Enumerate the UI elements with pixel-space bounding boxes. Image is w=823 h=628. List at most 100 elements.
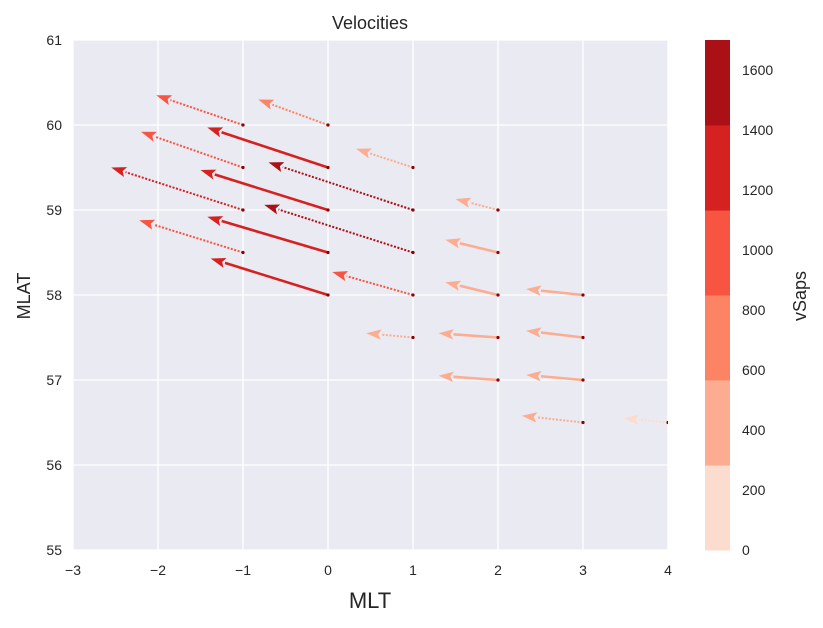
arrow-origin (241, 208, 245, 212)
arrow-head (356, 148, 372, 159)
x-tick-label: 1 (409, 562, 417, 578)
colorbar-tick-label: 0 (742, 542, 750, 558)
arrow-head (207, 216, 224, 227)
arrow-origin (241, 250, 245, 255)
velocity-arrow (207, 216, 330, 255)
arrow-head (264, 204, 281, 215)
arrow-head (268, 162, 285, 173)
chart-title: Velocities (332, 13, 408, 33)
colorbar-tick-label: 800 (742, 302, 766, 318)
arrow-origin (241, 123, 245, 127)
y-tick-labels: 55 56 57 58 59 60 61 (46, 32, 62, 558)
velocity-arrow (438, 329, 500, 340)
velocity-arrow (210, 257, 330, 297)
colorbar-tick-labels: 0 200 400 600 800 1000 1200 1400 1600 (742, 62, 773, 558)
x-tick-label: 2 (494, 562, 502, 578)
colorbar-segment (705, 40, 730, 126)
arrow-shaft (125, 171, 244, 211)
arrow-origin (496, 250, 500, 255)
arrow-origin (581, 378, 585, 382)
colorbar-label: vSaps (790, 271, 810, 321)
velocity-arrow (111, 167, 245, 212)
arrow-origin (326, 293, 330, 297)
velocity-arrow (526, 327, 585, 340)
arrow-origin (411, 293, 415, 297)
arrow-shaft (346, 275, 414, 296)
x-tick-label: 4 (664, 562, 672, 578)
x-tick-label: 0 (324, 562, 332, 578)
arrow-shaft (170, 99, 244, 126)
velocity-arrow (264, 204, 415, 255)
arrow-origin (496, 378, 500, 382)
y-tick-label: 59 (46, 202, 62, 218)
x-tick-label: −3 (65, 562, 81, 578)
arrow-shaft (369, 152, 414, 169)
velocity-arrow (200, 169, 330, 212)
arrow-head (438, 329, 454, 340)
y-axis-label: MLAT (14, 273, 34, 320)
arrow-head (366, 329, 382, 340)
colorbar-segment (705, 379, 730, 466)
arrow-shaft (214, 173, 329, 212)
arrow-shaft (282, 166, 414, 211)
arrow-head (156, 95, 173, 106)
velocity-arrow (455, 197, 500, 212)
arrow-shaft (540, 289, 584, 297)
arrow-head (521, 412, 538, 423)
arrow-origin (241, 165, 245, 170)
velocity-arrow (445, 238, 500, 255)
arrow-head (623, 414, 640, 425)
y-tick-label: 61 (46, 32, 62, 48)
arrow-head (111, 167, 128, 178)
arrow-head (445, 280, 462, 291)
y-tick-label: 57 (46, 372, 62, 388)
velocity-arrow (445, 280, 500, 297)
arrow-origin (496, 293, 500, 297)
arrow-origin (581, 293, 585, 297)
arrow-shaft (154, 135, 244, 169)
arrow-head (526, 285, 542, 296)
arrow-shaft (381, 333, 414, 339)
colorbar-tick-label: 600 (742, 362, 766, 378)
velocity-arrow (139, 219, 245, 255)
x-axis-label: MLT (349, 588, 391, 613)
colorbar-tick-label: 1200 (742, 182, 773, 198)
arrow-origin (411, 165, 415, 170)
arrow-origin (581, 335, 585, 340)
arrow-origin (411, 250, 415, 255)
arrow-shaft (453, 375, 499, 382)
y-tick-label: 58 (46, 287, 62, 303)
y-tick-label: 56 (46, 457, 62, 473)
arrow-origin (326, 123, 330, 127)
arrow-head (210, 257, 227, 268)
arrow-shaft (278, 208, 414, 254)
arrow-origin (326, 165, 330, 170)
arrow-head (141, 131, 157, 142)
arrow-shaft (638, 418, 668, 424)
arrow-head (332, 271, 349, 282)
arrow-origin (496, 335, 500, 340)
arrow-head (139, 219, 156, 230)
arrow-shaft (469, 201, 499, 211)
arrow-head (207, 127, 224, 138)
y-tick-label: 60 (46, 117, 62, 133)
colorbar (705, 40, 730, 551)
colorbar-tick-label: 1400 (742, 122, 773, 138)
arrow-origin (326, 208, 330, 212)
arrow-shaft (221, 131, 329, 169)
arrow-head (526, 371, 542, 382)
x-tick-label: −2 (150, 562, 166, 578)
arrow-shaft (540, 374, 584, 382)
colorbar-segment (705, 124, 730, 211)
arrow-head (200, 169, 217, 180)
arrow-head (438, 371, 454, 383)
arrow-origin (411, 335, 415, 340)
velocity-arrow (268, 162, 415, 212)
velocity-arrow (258, 99, 330, 127)
velocity-arrow (521, 412, 585, 425)
arrow-origin (581, 420, 585, 425)
colorbar-tick-label: 400 (742, 422, 766, 438)
velocity-arrow (366, 329, 415, 340)
colorbar-tick-label: 1600 (742, 62, 773, 78)
